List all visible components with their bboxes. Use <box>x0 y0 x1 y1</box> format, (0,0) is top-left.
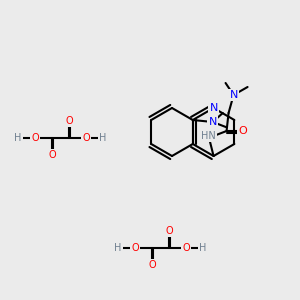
Text: O: O <box>131 243 139 253</box>
Text: O: O <box>148 260 156 270</box>
Text: O: O <box>238 126 247 136</box>
Text: H: H <box>14 133 22 143</box>
Text: HN: HN <box>201 131 216 141</box>
Text: H: H <box>99 133 107 143</box>
Text: N: N <box>209 103 218 113</box>
Text: O: O <box>82 133 90 143</box>
Text: H: H <box>114 243 122 253</box>
Text: N: N <box>208 117 217 127</box>
Text: O: O <box>65 116 73 126</box>
Text: O: O <box>165 226 173 236</box>
Text: H: H <box>199 243 207 253</box>
Text: O: O <box>48 150 56 160</box>
Text: O: O <box>182 243 190 253</box>
Text: N: N <box>230 90 238 100</box>
Text: O: O <box>31 133 39 143</box>
